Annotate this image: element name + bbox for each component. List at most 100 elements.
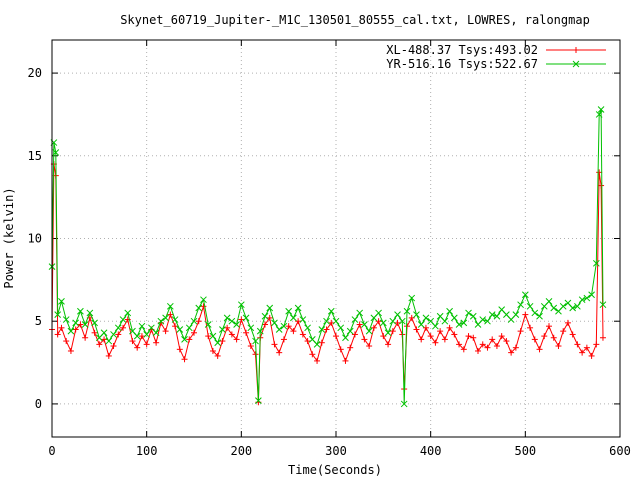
data-point — [460, 319, 468, 327]
data-point — [252, 351, 259, 358]
data-point — [385, 341, 392, 348]
data-point — [356, 321, 363, 328]
data-point — [256, 327, 264, 335]
data-point — [228, 331, 235, 338]
data-point — [105, 352, 112, 359]
data-point — [475, 347, 481, 354]
data-point — [323, 317, 330, 325]
data-point — [351, 331, 358, 338]
data-point — [342, 357, 349, 364]
data-point — [489, 336, 496, 343]
data-point — [526, 302, 534, 310]
data-point — [294, 304, 302, 312]
data-point — [441, 336, 448, 343]
data-point — [318, 339, 325, 346]
plot-frame — [51, 39, 621, 438]
data-point — [81, 321, 89, 328]
data-point — [599, 301, 607, 309]
data-point — [408, 294, 416, 302]
data-point — [569, 331, 576, 338]
data-point — [597, 106, 605, 113]
data-point — [574, 302, 581, 310]
data-point — [101, 336, 108, 343]
data-point — [380, 333, 387, 340]
data-point — [361, 336, 368, 343]
data-point — [62, 316, 70, 323]
data-point — [54, 331, 61, 338]
data-point — [242, 314, 250, 322]
data-point — [200, 303, 207, 310]
axis-ticks: 0 100 200 300 400 500 600 0 5 10 15 20 — [28, 40, 631, 458]
data-point — [185, 324, 193, 332]
data-point — [346, 327, 354, 335]
data-point — [157, 317, 165, 325]
series-line — [51, 164, 604, 403]
data-point — [366, 343, 373, 350]
data-point — [171, 316, 179, 323]
data-point — [451, 331, 458, 338]
data-point — [555, 343, 562, 350]
data-point — [261, 312, 269, 320]
data-point — [337, 324, 345, 332]
data-point — [186, 336, 193, 343]
data-point — [252, 337, 259, 345]
data-point — [593, 341, 600, 348]
data-point — [484, 344, 491, 351]
data-point — [133, 332, 141, 340]
data-point — [134, 344, 141, 351]
series-0 — [49, 161, 606, 406]
x-axis-label: Time(Seconds) — [288, 463, 382, 477]
data-point — [432, 322, 439, 330]
data-point — [314, 357, 321, 364]
data-point — [422, 324, 429, 331]
data-point — [138, 322, 146, 330]
data-point — [527, 324, 534, 331]
data-point — [209, 347, 216, 354]
data-point — [522, 311, 529, 318]
data-point — [469, 312, 477, 320]
data-point — [195, 318, 202, 325]
data-point — [365, 327, 373, 335]
data-point — [219, 326, 226, 333]
data-point — [503, 338, 510, 345]
data-point — [54, 311, 62, 318]
data-point — [479, 316, 487, 323]
data-point — [323, 326, 330, 333]
data-point — [493, 312, 501, 320]
data-point — [86, 309, 94, 317]
data-point — [446, 324, 453, 331]
data-point — [205, 333, 212, 340]
data-point — [191, 329, 197, 336]
x-tick-label: 400 — [420, 444, 442, 458]
data-point — [455, 321, 463, 328]
data-point — [351, 316, 359, 323]
data-point — [276, 349, 283, 356]
data-point — [422, 314, 430, 322]
data-point — [541, 333, 548, 340]
data-point — [280, 336, 287, 343]
data-point — [266, 314, 273, 321]
data-point — [432, 339, 439, 346]
data-point — [545, 298, 553, 305]
y-axis-label: Power (kelvin) — [2, 187, 16, 288]
data-point — [115, 331, 122, 338]
data-point — [181, 356, 188, 363]
data-point — [427, 333, 434, 340]
data-point — [255, 397, 262, 404]
data-point — [271, 341, 278, 348]
data-point — [233, 336, 240, 343]
data-point — [550, 304, 558, 312]
data-point — [413, 311, 420, 318]
data-point — [394, 319, 401, 326]
data-point — [498, 333, 505, 340]
data-point — [143, 341, 150, 348]
data-point — [233, 321, 240, 328]
data-point — [559, 302, 567, 310]
grid — [51, 40, 621, 437]
data-point — [579, 349, 586, 356]
data-point — [129, 338, 136, 345]
data-point — [588, 352, 595, 359]
data-point — [470, 334, 477, 341]
data-point — [361, 321, 368, 328]
data-point — [96, 341, 103, 348]
